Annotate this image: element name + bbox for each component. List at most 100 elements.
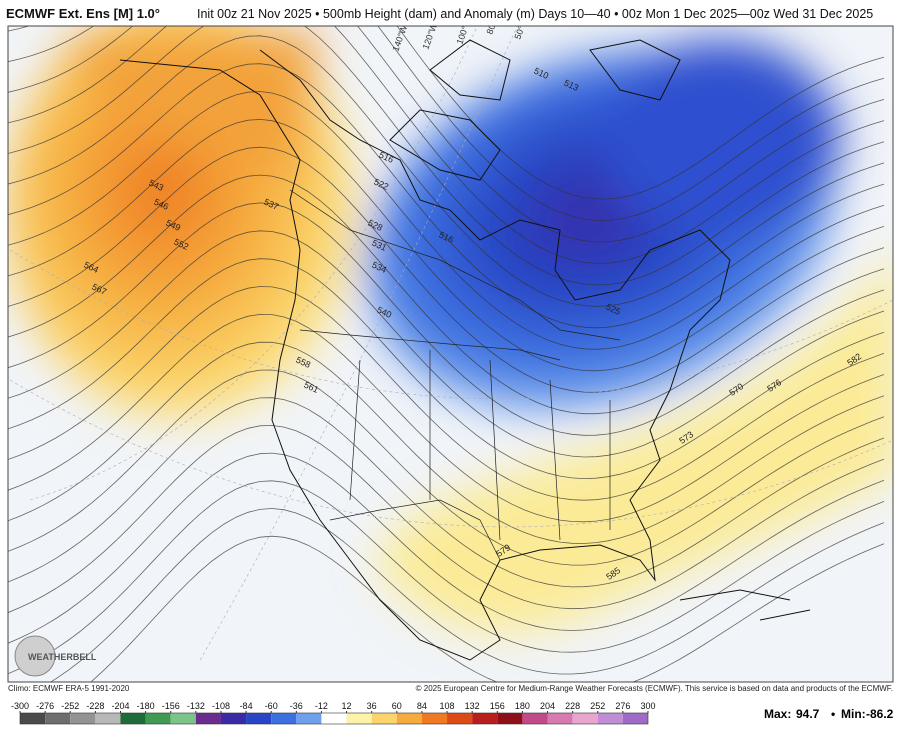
state-lines: [349, 350, 611, 541]
colorbar-segment: [547, 713, 573, 724]
colorbar-tick-label: -84: [240, 701, 253, 711]
colorbar-segment: [396, 713, 422, 724]
colorbar-segment: [246, 713, 272, 724]
colorbar-segment: [145, 713, 171, 724]
colorbar-tick-label: 276: [615, 701, 630, 711]
subtitle: Init 00z 21 Nov 2025 • 500mb Height (dam…: [197, 7, 873, 21]
contour-line: [8, 230, 885, 458]
contour-line: [8, 146, 885, 393]
contour-line: [8, 424, 885, 613]
logo-mark: [14, 635, 56, 677]
colorbar-tick-label: 60: [392, 701, 402, 711]
meridian: [29, 26, 478, 501]
colorbar-segment: [371, 713, 397, 724]
colorbar-segment: [346, 713, 372, 724]
contour-line: [8, 26, 885, 243]
stats: Max: 94.7 • Min: -86.2: [764, 707, 894, 721]
border: [299, 329, 561, 361]
colorbar: -300 -276 -252 -228 -204 -180 -156 -132 -108 -84 -…: [11, 701, 656, 725]
contour-line: [8, 26, 885, 286]
colorbar-tick-label: 108: [440, 701, 455, 711]
colorbar-tick-label: -108: [212, 701, 230, 711]
meridian: [199, 26, 518, 661]
colorbar-frame: [19, 712, 649, 725]
north-america-coast: [119, 49, 731, 661]
border: [329, 499, 501, 561]
positive-anomaly: [375, 252, 893, 633]
colorbar-tick-label: -276: [36, 701, 54, 711]
colorbar-tick-label: 300: [640, 701, 655, 711]
contour-line: [8, 313, 885, 523]
colorbar-tick-label: -132: [187, 701, 205, 711]
contour-line: [8, 341, 885, 544]
borders: [289, 189, 621, 561]
colorbar-segment: [70, 713, 96, 724]
colorbar-tick-label: -156: [162, 701, 180, 711]
colorbar-segment: [472, 713, 498, 724]
logo: WEATHERBELL: [14, 635, 97, 677]
contour-line: [8, 369, 885, 566]
separator: •: [831, 707, 835, 721]
colorbar-segment: [296, 713, 322, 724]
title: ECMWF Ext. Ens [M] 1.0°: [6, 6, 160, 21]
logo-text: WEATHERBELL: [28, 652, 97, 662]
greenland: [589, 39, 681, 101]
max-value: 94.7: [796, 707, 820, 721]
colorbar-tick-label: 252: [590, 701, 605, 711]
caribbean: [679, 589, 811, 621]
colorbar-segment: [45, 713, 71, 724]
colorbar-segment: [447, 713, 473, 724]
colorbar-tick-label: -228: [86, 701, 104, 711]
colorbar-tick-label: -60: [265, 701, 278, 711]
contour-line: [8, 452, 885, 644]
colorbar-segment: [170, 713, 196, 724]
colorbar-segment: [20, 713, 46, 724]
positive-anomaly: [60, 30, 320, 180]
contour-line: [8, 63, 885, 329]
map: 5435465495525645675375165225285315345405…: [8, 11, 893, 682]
colorbar-segment: [271, 713, 297, 724]
colorbar-tick-label: 204: [540, 701, 555, 711]
parallel: [9, 249, 893, 400]
contour-line: [8, 258, 885, 480]
contour-line: [8, 397, 885, 588]
colorbar-segment: [195, 713, 221, 724]
contour-line: [8, 91, 885, 350]
contour-line: [8, 35, 885, 307]
graticule: [9, 26, 893, 661]
colorbar-tick-label: -12: [315, 701, 328, 711]
longitude-label: 80°W: [484, 11, 501, 36]
min-value: -86.2: [866, 707, 894, 721]
border: [289, 189, 621, 341]
arctic-island: [389, 109, 501, 181]
colorbar-tick-label: -204: [111, 701, 129, 711]
negative-anomaly: [600, 40, 840, 240]
parallel: [9, 379, 893, 528]
colorbar-tick-label: -252: [61, 701, 79, 711]
colorbar-tick-label: 180: [515, 701, 530, 711]
colorbar-segment: [120, 713, 146, 724]
colorbar-tick-label: 12: [342, 701, 352, 711]
colorbar-tick-label: 228: [565, 701, 580, 711]
max-label: Max:: [764, 707, 791, 721]
colorbar-segment: [497, 713, 523, 724]
contour-line: [49, 508, 885, 682]
colorbar-tick-label: 36: [367, 701, 377, 711]
contour-line: [8, 286, 885, 501]
map-frame: [7, 25, 894, 683]
contour-line: [8, 174, 885, 415]
colorbar-tick-label: -180: [137, 701, 155, 711]
anomaly-fields: [8, 26, 893, 633]
contour-line: [8, 480, 885, 675]
colorbar-segment: [95, 713, 121, 724]
colorbar-tick-label: -36: [290, 701, 303, 711]
credit: © 2025 European Centre for Medium-Range …: [416, 684, 893, 693]
colorbar-segment: [421, 713, 448, 724]
colorbar-segment: [321, 713, 347, 724]
contour-line: [8, 202, 885, 436]
contour-line: [8, 26, 885, 264]
coastlines: [119, 39, 811, 661]
min-label: Min:: [841, 707, 866, 721]
